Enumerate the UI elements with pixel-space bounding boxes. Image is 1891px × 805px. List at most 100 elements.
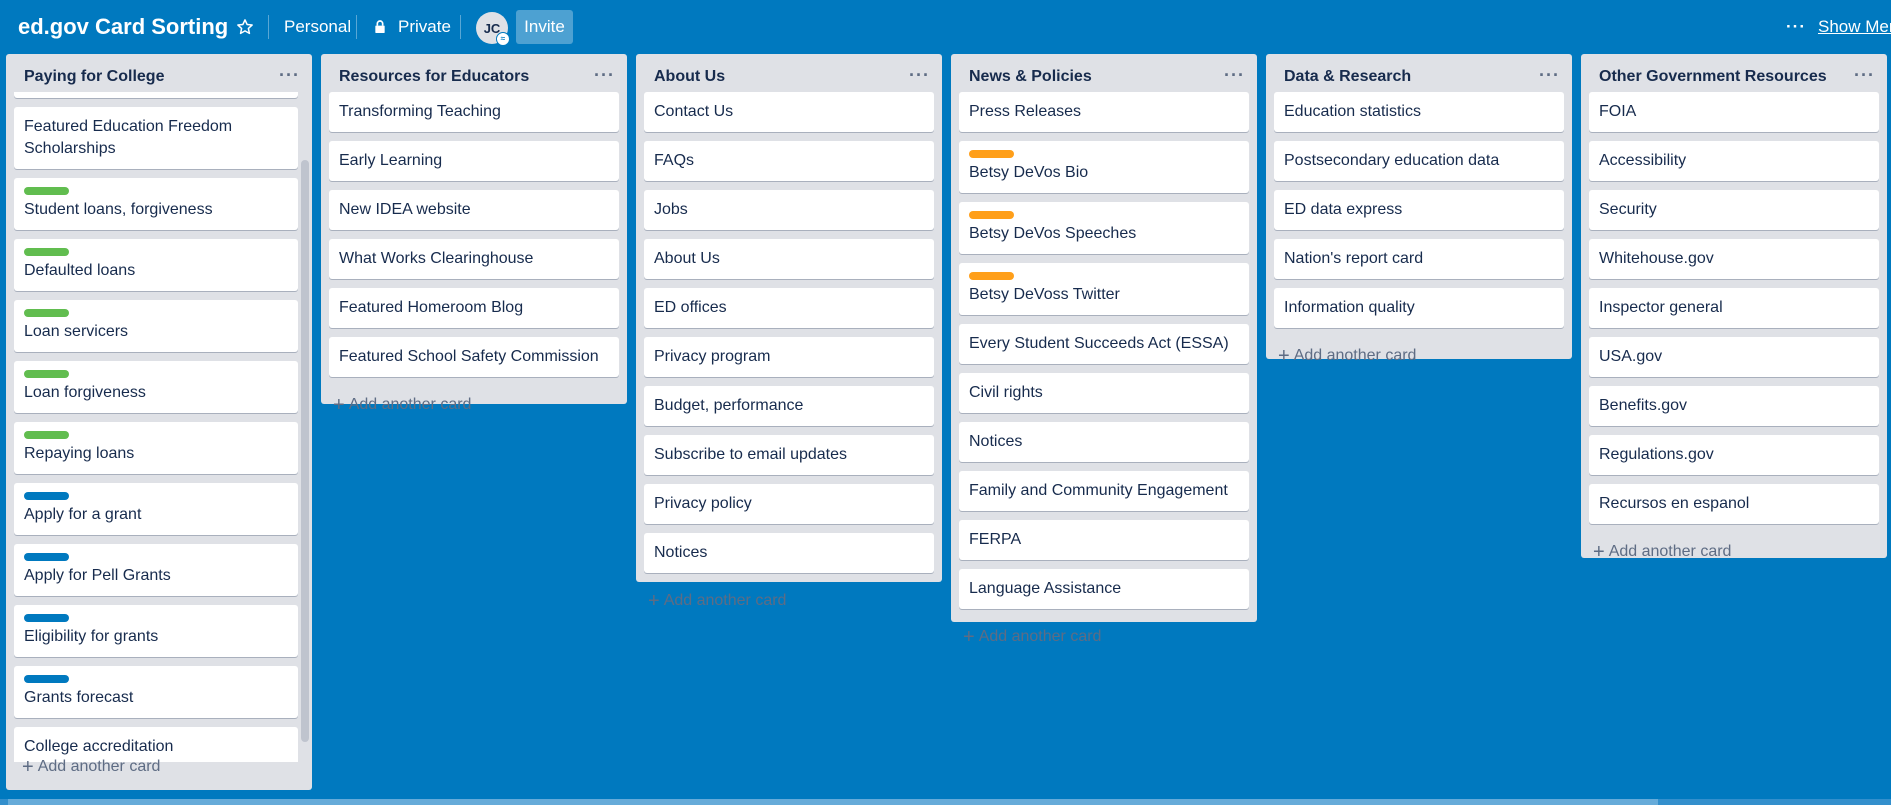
- card[interactable]: Betsy DeVos Speeches: [959, 202, 1249, 254]
- invite-button[interactable]: Invite: [516, 10, 573, 44]
- card[interactable]: Inspector general: [1589, 288, 1879, 328]
- card-label-orange[interactable]: [969, 150, 1014, 158]
- card[interactable]: What Works Clearinghouse: [329, 239, 619, 279]
- add-card-button[interactable]: + Add another card: [10, 748, 172, 790]
- card[interactable]: Recursos en espanol: [1589, 484, 1879, 524]
- card-label-blue[interactable]: [24, 553, 69, 561]
- card-label-green[interactable]: [24, 309, 69, 317]
- card[interactable]: Eligibility for grants: [14, 605, 298, 657]
- horizontal-scrollbar[interactable]: [0, 799, 1891, 805]
- board-title[interactable]: ed.gov Card Sorting: [18, 14, 229, 39]
- add-card-button[interactable]: + Add another card: [1266, 337, 1572, 379]
- card[interactable]: Loan forgiveness: [14, 361, 298, 413]
- card[interactable]: Postsecondary education data: [1274, 141, 1564, 181]
- star-button[interactable]: [236, 10, 254, 44]
- card[interactable]: USA.gov: [1589, 337, 1879, 377]
- add-card-button[interactable]: + Add another card: [1581, 533, 1887, 575]
- card[interactable]: Transforming Teaching: [329, 92, 619, 132]
- card-label-orange[interactable]: [969, 211, 1014, 219]
- card[interactable]: Jobs: [644, 190, 934, 230]
- list-title[interactable]: Paying for College ···: [6, 54, 312, 92]
- card[interactable]: Security: [1589, 190, 1879, 230]
- card[interactable]: Grants forecast: [14, 666, 298, 718]
- list-title[interactable]: Data & Research ···: [1266, 54, 1572, 92]
- card[interactable]: Nation's report card: [1274, 239, 1564, 279]
- add-card-button[interactable]: + Add another card: [321, 386, 627, 428]
- card[interactable]: Apply for Pell Grants: [14, 544, 298, 596]
- card[interactable]: Betsy DeVos Bio: [959, 141, 1249, 193]
- card[interactable]: Family and Community Engagement: [959, 471, 1249, 511]
- list-menu-icon[interactable]: ···: [279, 65, 300, 85]
- card[interactable]: Defaulted loans: [14, 239, 298, 291]
- list-menu-icon[interactable]: ···: [1224, 65, 1245, 85]
- card[interactable]: Betsy DeVoss Twitter: [959, 263, 1249, 315]
- list-menu-icon[interactable]: ···: [909, 65, 930, 85]
- card[interactable]: Every Student Succeeds Act (ESSA): [959, 324, 1249, 364]
- card-label-blue[interactable]: [24, 675, 69, 683]
- list[interactable]: Resources for Educators ··· Transforming T…: [321, 54, 627, 415]
- list-title[interactable]: News & Policies ···: [951, 54, 1257, 92]
- list-menu-icon[interactable]: ···: [594, 65, 615, 85]
- list-title[interactable]: Resources for Educators ···: [321, 54, 627, 92]
- card-label-green[interactable]: [24, 248, 69, 256]
- card[interactable]: ED offices: [644, 288, 934, 328]
- card-label-blue[interactable]: [24, 492, 69, 500]
- card[interactable]: Whitehouse.gov: [1589, 239, 1879, 279]
- card[interactable]: Regulations.gov: [1589, 435, 1879, 475]
- card-label-orange[interactable]: [969, 272, 1014, 280]
- card[interactable]: Student loans, forgiveness: [14, 178, 298, 230]
- card[interactable]: Accessibility: [1589, 141, 1879, 181]
- add-card-button[interactable]: + Add another card: [951, 618, 1257, 660]
- card-label-green[interactable]: [24, 370, 69, 378]
- card[interactable]: Privacy policy: [644, 484, 934, 524]
- card-partial[interactable]: [14, 92, 298, 98]
- card[interactable]: FOIA: [1589, 92, 1879, 132]
- horizontal-scrollbar-thumb[interactable]: [8, 799, 1658, 805]
- card[interactable]: Benefits.gov: [1589, 386, 1879, 426]
- card[interactable]: FAQs: [644, 141, 934, 181]
- card[interactable]: Education statistics: [1274, 92, 1564, 132]
- card[interactable]: College accreditation: [14, 727, 298, 762]
- visibility-button[interactable]: Private: [372, 10, 451, 44]
- card[interactable]: Press Releases: [959, 92, 1249, 132]
- card[interactable]: New IDEA website: [329, 190, 619, 230]
- card-label-green[interactable]: [24, 187, 69, 195]
- card-label-green[interactable]: [24, 431, 69, 439]
- card[interactable]: Contact Us: [644, 92, 934, 132]
- card[interactable]: Information quality: [1274, 288, 1564, 328]
- list[interactable]: Data & Research ··· Education statistics Po…: [1266, 54, 1572, 366]
- card[interactable]: Apply for a grant: [14, 483, 298, 535]
- card[interactable]: Language Assistance: [959, 569, 1249, 609]
- list-title[interactable]: About Us ···: [636, 54, 942, 92]
- avatar[interactable]: JC ≈: [476, 12, 510, 46]
- card[interactable]: Featured School Safety Commission: [329, 337, 619, 377]
- list-menu-icon[interactable]: ···: [1539, 65, 1560, 85]
- card[interactable]: Featured Education Freedom Scholarships: [14, 107, 298, 169]
- card[interactable]: Featured Homeroom Blog: [329, 288, 619, 328]
- card[interactable]: Notices: [959, 422, 1249, 462]
- list-scrollbar[interactable]: [301, 160, 309, 742]
- list[interactable]: News & Policies ··· Press Releases Betsy De…: [951, 54, 1257, 647]
- list-title[interactable]: Other Government Resources ···: [1581, 54, 1887, 92]
- card[interactable]: Budget, performance: [644, 386, 934, 426]
- card[interactable]: Repaying loans: [14, 422, 298, 474]
- card[interactable]: About Us: [644, 239, 934, 279]
- card[interactable]: FERPA: [959, 520, 1249, 560]
- list[interactable]: Other Government Resources ··· FOIA Accessi…: [1581, 54, 1887, 562]
- add-card-button[interactable]: + Add another card: [636, 582, 942, 624]
- personal-button[interactable]: Personal: [284, 17, 352, 36]
- card[interactable]: Privacy program: [644, 337, 934, 377]
- list[interactable]: About Us ··· Contact Us FAQs Jobs About Us ED …: [636, 54, 942, 611]
- card-label-blue[interactable]: [24, 614, 69, 622]
- card[interactable]: Notices: [644, 533, 934, 573]
- show-menu-button[interactable]: ··· Show Menu: [1786, 10, 1891, 44]
- card[interactable]: Early Learning: [329, 141, 619, 181]
- card[interactable]: Subscribe to email updates: [644, 435, 934, 475]
- list-title-text: News & Policies: [969, 68, 1092, 85]
- card[interactable]: Civil rights: [959, 373, 1249, 413]
- list[interactable]: Paying for College ··· Featured Education …: [6, 54, 312, 790]
- card[interactable]: Loan servicers: [14, 300, 298, 352]
- card[interactable]: ED data express: [1274, 190, 1564, 230]
- list-menu-icon[interactable]: ···: [1854, 65, 1875, 85]
- card-title: Loan servicers: [24, 323, 129, 340]
